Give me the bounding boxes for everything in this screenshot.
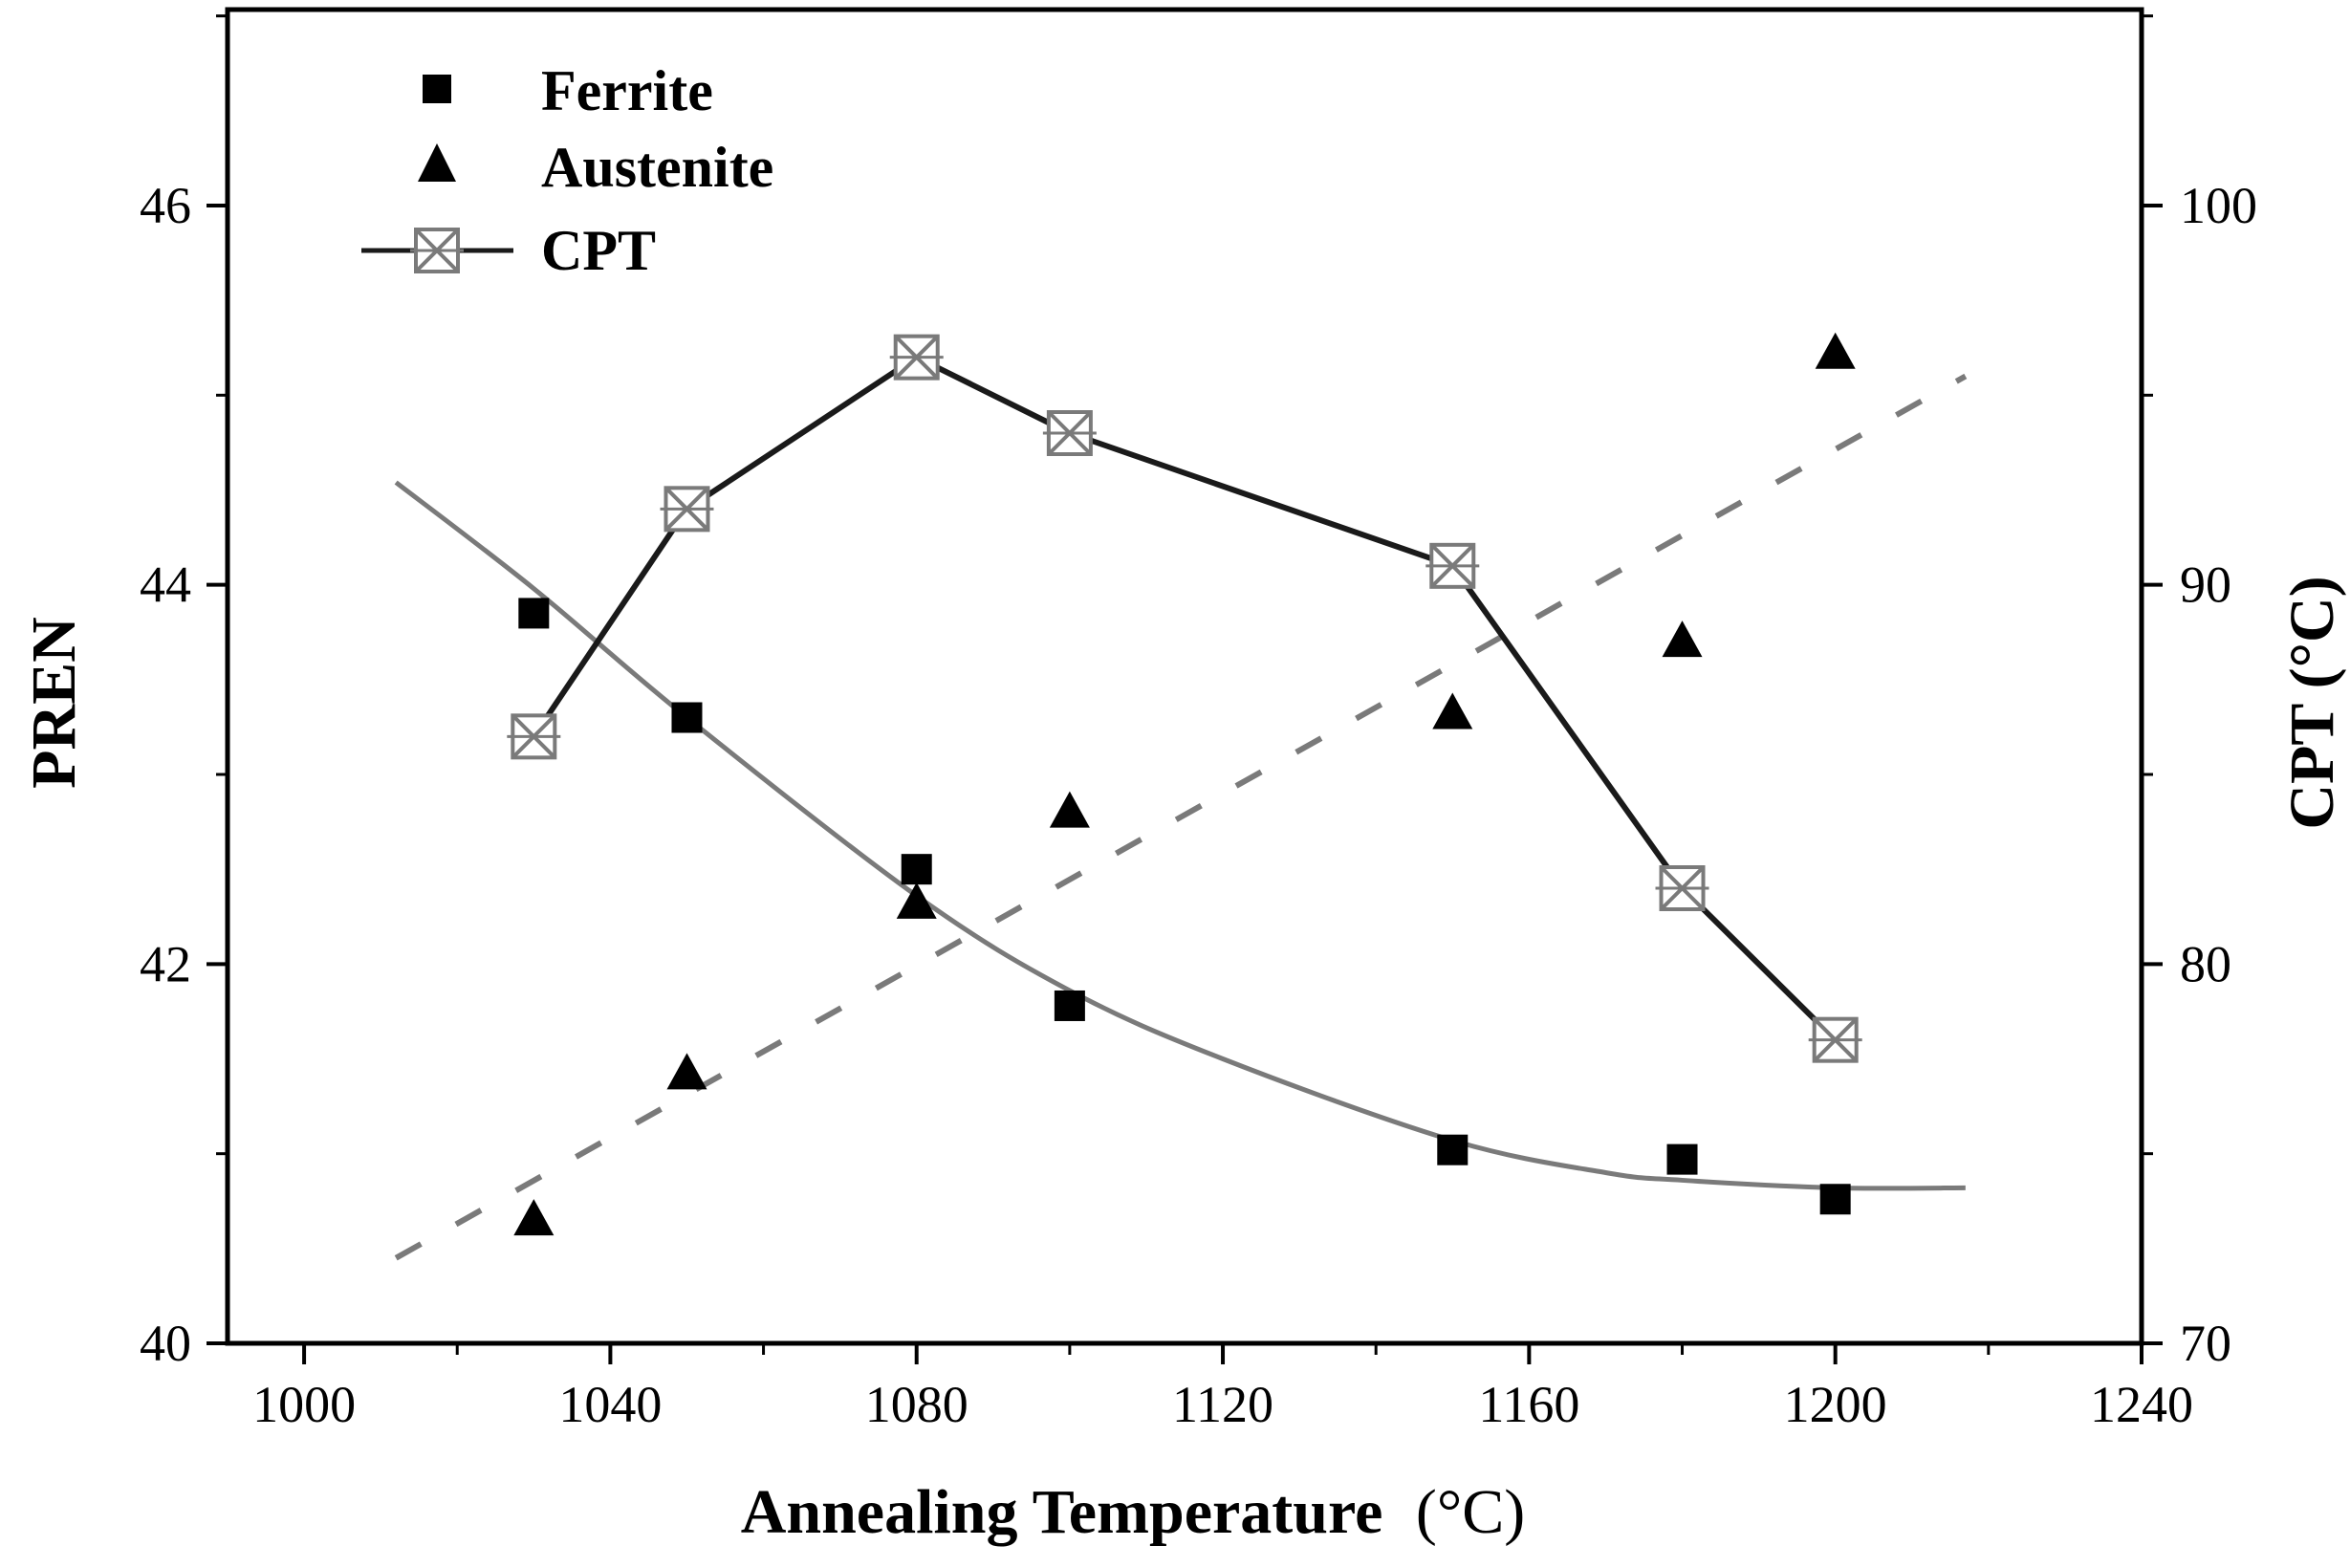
cpt-point bbox=[1655, 865, 1709, 911]
cpt-point bbox=[660, 486, 714, 533]
austenite-point bbox=[666, 1053, 707, 1090]
ferrite-point bbox=[671, 702, 703, 733]
cpt-line bbox=[531, 354, 1838, 1042]
y-right-tick-label: 80 bbox=[2180, 935, 2231, 992]
y-axis-right-title: CPT (°C) bbox=[2277, 576, 2347, 829]
ferrite-point bbox=[1054, 990, 1085, 1021]
x-tick-label: 1000 bbox=[252, 1376, 356, 1433]
legend-ferrite-label: Ferrite bbox=[541, 59, 713, 122]
austenite-point bbox=[513, 1199, 555, 1236]
ferrite-point bbox=[1819, 1184, 1851, 1215]
austenite-point bbox=[1432, 692, 1473, 730]
x-tick-label: 1240 bbox=[2090, 1376, 2193, 1433]
y-right-tick-label: 100 bbox=[2180, 177, 2257, 234]
cpt-point bbox=[1042, 410, 1097, 456]
x-tick-label: 1200 bbox=[1784, 1376, 1887, 1433]
cpt-point bbox=[889, 334, 944, 381]
legend-cpt-marker bbox=[410, 228, 464, 273]
y-right-tick-label: 70 bbox=[2180, 1315, 2231, 1372]
plot-frame bbox=[225, 7, 2144, 1346]
x-axis-title-unit: (°C) bbox=[1416, 1477, 1525, 1547]
austenite-point bbox=[1662, 621, 1703, 658]
legend-ferrite-marker bbox=[423, 75, 451, 103]
y-left-tick-label: 46 bbox=[140, 177, 191, 234]
y-left-tick-label: 42 bbox=[140, 935, 191, 992]
y-left-tick-label: 40 bbox=[140, 1315, 191, 1372]
ferrite-point bbox=[1437, 1134, 1469, 1165]
y-left-tick-label: 44 bbox=[140, 556, 191, 614]
x-tick-label: 1120 bbox=[1172, 1376, 1273, 1433]
ferrite-point bbox=[518, 598, 550, 629]
austenite-point bbox=[896, 882, 937, 919]
data-points bbox=[507, 332, 1862, 1236]
cpt-point bbox=[507, 713, 561, 760]
legend-austenite-label: Austenite bbox=[541, 136, 773, 199]
austenite-fit-line bbox=[394, 373, 1968, 1261]
ferrite-point bbox=[901, 854, 932, 885]
x-axis-title-text: Annealing Temperature bbox=[741, 1477, 1383, 1547]
cpt-point bbox=[1808, 1016, 1862, 1063]
legend-cpt-marker-shape bbox=[410, 228, 464, 273]
legend-austenite-marker bbox=[418, 143, 456, 182]
legend: Ferrite Austenite CPT bbox=[361, 59, 773, 282]
tick-marks bbox=[207, 14, 2163, 1364]
austenite-point bbox=[1049, 791, 1090, 828]
tick-labels: 1000 1040 1080 1120 1160 1200 1240 40 42 44 46 70 80… bbox=[140, 177, 2257, 1433]
fit-lines bbox=[394, 373, 1968, 1261]
legend-cpt-label: CPT bbox=[541, 219, 656, 282]
x-tick-label: 1040 bbox=[558, 1376, 662, 1433]
cpt-series bbox=[531, 354, 1838, 1042]
ferrite-fit-curve bbox=[394, 480, 1966, 1191]
x-tick-label: 1080 bbox=[865, 1376, 968, 1433]
cpt-point bbox=[1425, 542, 1480, 589]
austenite-point bbox=[1815, 332, 1856, 369]
y-axis-left-title: PREN bbox=[19, 617, 89, 789]
ferrite-point bbox=[1666, 1143, 1698, 1175]
axes-frame bbox=[225, 7, 2144, 1346]
x-axis-title: Annealing Temperature (°C) bbox=[741, 1477, 1526, 1547]
y-right-tick-label: 90 bbox=[2180, 556, 2231, 614]
x-tick-label: 1160 bbox=[1478, 1376, 1579, 1433]
